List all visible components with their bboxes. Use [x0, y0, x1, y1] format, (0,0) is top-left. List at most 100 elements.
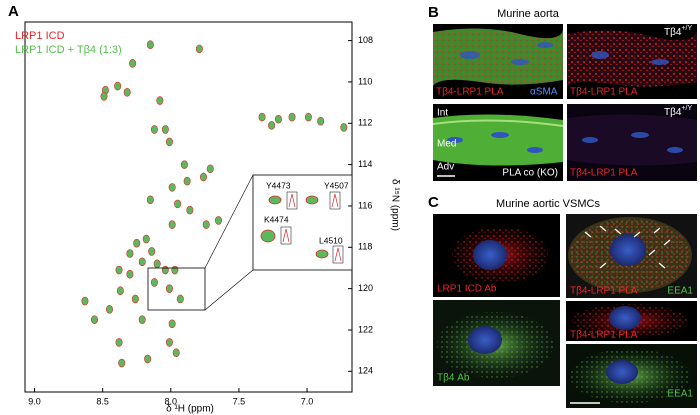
zoom-line	[204, 269, 254, 311]
peak	[144, 354, 152, 364]
peak	[114, 81, 122, 91]
micrograph	[566, 301, 697, 341]
y-tick-label: 120	[358, 283, 373, 293]
genotype-base: Tβ4	[664, 27, 682, 38]
peak	[183, 176, 191, 186]
peak	[171, 265, 179, 275]
peak	[195, 44, 203, 54]
micrograph	[567, 104, 697, 181]
image-label: αSMA	[530, 87, 558, 98]
peak	[81, 296, 89, 306]
image-label: Tβ4-LRP1 PLA	[436, 87, 504, 98]
inset-label: Y4507	[324, 180, 349, 190]
peak	[115, 338, 123, 347]
genotype-label: Tβ4+/Y	[664, 25, 692, 38]
y-tick-label: 108	[358, 35, 373, 45]
peak	[131, 294, 139, 304]
peak	[172, 348, 180, 358]
peak	[126, 269, 134, 279]
image-label: Tβ4-LRP1 PLA	[570, 330, 638, 341]
genotype-sup: +/Y	[681, 105, 692, 112]
peak	[90, 315, 98, 324]
genotype-sup: +/Y	[681, 25, 692, 32]
x-tick-label: 7.5	[233, 396, 246, 406]
peak	[161, 265, 169, 275]
y-tick-label: 110	[358, 76, 372, 86]
y-tick-label: 124	[358, 366, 373, 376]
y-tick-label: 122	[358, 324, 373, 334]
image-label: Tβ4 Ab	[437, 373, 470, 384]
peak	[176, 294, 184, 304]
x-tick-label: 8.0	[165, 396, 178, 406]
peak	[214, 216, 222, 225]
image-label: Tβ4-LRP1 PLA	[570, 87, 638, 98]
peak	[165, 338, 173, 347]
peak	[186, 205, 194, 215]
genotype-label: Tβ4+/Y	[664, 105, 692, 118]
peak	[165, 137, 173, 147]
peak	[150, 125, 158, 134]
image-label: Tβ4-LRP1 PLA	[570, 286, 638, 297]
panel-label: B	[428, 4, 439, 21]
micrograph	[566, 344, 697, 408]
peak	[116, 286, 124, 296]
panel-title: Murine aorta	[497, 8, 560, 20]
image-label: EEA1	[667, 286, 693, 297]
image-label: Tβ4-LRP1 PLA	[570, 168, 638, 179]
peak	[180, 160, 188, 169]
peak	[138, 257, 146, 267]
peak	[148, 247, 156, 256]
peak	[206, 164, 214, 174]
peak	[100, 92, 108, 101]
y-tick-label: 118	[358, 242, 372, 252]
panel-label: C	[428, 194, 439, 211]
peak	[174, 199, 182, 209]
peak	[258, 112, 266, 122]
peak	[202, 220, 210, 229]
peak	[340, 123, 348, 132]
inset-label: Y4473	[266, 180, 291, 190]
peak	[165, 284, 173, 293]
micrograph	[567, 24, 697, 99]
x-axis-label: δ ¹H (ppm)	[166, 404, 214, 415]
inset: Y4473 Y4507 K4474 L4510	[252, 174, 353, 271]
peak	[118, 358, 126, 368]
peak	[199, 172, 207, 182]
micrograph	[433, 24, 563, 99]
micrograph	[566, 214, 697, 298]
peak	[153, 259, 161, 269]
peak	[317, 116, 325, 126]
peak	[115, 265, 123, 275]
peak	[168, 319, 176, 329]
y-tick-label: 114	[358, 159, 372, 169]
layer-label: Adv	[437, 162, 454, 173]
peak	[105, 305, 113, 314]
layer-label: Int	[437, 108, 448, 119]
image-label: EEA1	[667, 389, 693, 400]
peak	[133, 238, 141, 248]
peak	[123, 87, 131, 97]
inset-label: L4510	[319, 235, 343, 245]
x-tick-label: 7.0	[301, 396, 314, 406]
x-tick-label: 9.0	[28, 396, 41, 406]
inset-label: K4474	[264, 214, 289, 224]
peak	[156, 96, 164, 105]
micrograph	[432, 104, 564, 181]
peak	[268, 121, 276, 130]
peak	[274, 114, 282, 124]
panel-label: A	[8, 3, 19, 20]
peak	[288, 112, 296, 122]
image-label: LRP1 ICD Ab	[437, 284, 497, 295]
y-tick-label: 116	[358, 200, 372, 210]
legend-entry: LRP1 ICD	[15, 30, 65, 42]
peak	[150, 278, 158, 287]
panel-title: Murine aortic VSMCs	[496, 198, 600, 210]
layer-label: Med	[437, 139, 456, 150]
peak	[129, 59, 137, 68]
micrograph	[433, 300, 560, 386]
peaks	[81, 40, 348, 368]
x-tick-label: 8.5	[96, 396, 109, 406]
peak	[168, 183, 176, 192]
image-label: PLA co (KO)	[502, 168, 558, 179]
peak	[161, 125, 169, 134]
